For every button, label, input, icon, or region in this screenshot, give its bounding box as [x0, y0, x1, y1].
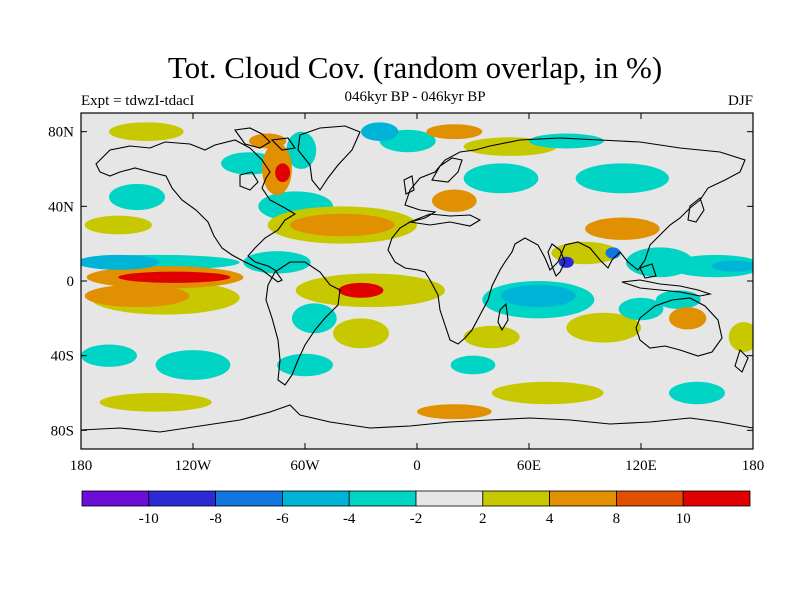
colorbar-swatch [348, 490, 417, 507]
colorbar-label: 4 [546, 511, 554, 527]
coastline-indonesia [621, 263, 713, 297]
anomaly-region [491, 381, 604, 405]
anomaly-region [711, 260, 753, 272]
anomaly-region [243, 251, 311, 274]
anomaly-region [566, 312, 642, 343]
anomaly-region [109, 122, 184, 141]
lon-tick-label: 60W [290, 458, 320, 474]
colorbar-label: -2 [410, 511, 423, 527]
anomaly-region [728, 322, 753, 352]
colorbar-swatch [148, 490, 217, 507]
anomaly-region [575, 163, 669, 194]
lon-tick-label: 0 [413, 458, 421, 474]
anomaly-region [275, 163, 291, 183]
colorbar: -10 -8 -6 -4 -2 2 4 8 10 [81, 490, 751, 527]
lon-tick-label: 180 [70, 458, 93, 474]
colorbar-label: -8 [209, 511, 222, 527]
anomaly-region [558, 256, 574, 268]
lon-tick-label: 180 [742, 458, 765, 474]
anomaly-region [155, 350, 231, 380]
coastline-mediterranean [407, 213, 482, 227]
lat-tick-label: 80S [51, 423, 74, 439]
lat-tick-label: 40N [48, 199, 74, 215]
colorbar-label: 8 [613, 511, 621, 527]
anomaly-region [81, 254, 160, 270]
anomaly-region [99, 393, 212, 412]
lat-tick-label: 80N [48, 125, 74, 141]
coastline-eurasia-africa [387, 137, 746, 345]
colorbar-swatch [415, 490, 484, 507]
map-axes: 80N 40N 0 40S 80S 180 120W 60W 0 60E 120E 180 [48, 113, 764, 474]
anomaly-region [417, 404, 492, 420]
anomaly-region [669, 254, 753, 278]
coastline-antarctica [81, 404, 753, 433]
coastline-hudson-bay [239, 171, 259, 191]
coastline-madagascar [497, 302, 509, 332]
anomaly-region [84, 215, 152, 235]
colorbar-swatch [281, 490, 350, 507]
anomaly-region [277, 353, 333, 377]
anomaly-region [291, 303, 337, 334]
coastline-uk [403, 175, 415, 195]
colorbar-swatch [682, 490, 751, 507]
coastline-greenland [297, 125, 361, 191]
anomaly-region [500, 284, 576, 308]
coastlines [81, 125, 753, 433]
anomaly-region [290, 213, 395, 237]
coastline-south-america [265, 261, 341, 386]
map-subtitle: 046kyr BP - 046kyr BP [344, 89, 486, 105]
map-title: Tot. Cloud Cov. (random overlap, in %) [167, 50, 663, 85]
anomaly-region [450, 355, 496, 375]
coastline-india [547, 243, 566, 277]
coastline-north-america [95, 139, 297, 283]
lat-tick-label: 0 [67, 274, 75, 290]
anomaly-region [286, 131, 317, 169]
anomaly-region [338, 282, 384, 298]
coastline-japan [687, 197, 705, 223]
colorbar-label: -6 [276, 511, 289, 527]
colorbar-swatch [81, 490, 150, 507]
colorbar-label: -4 [343, 511, 356, 527]
anomaly-region [361, 122, 399, 141]
colorbar-label: 2 [479, 511, 487, 527]
coastline-new-zealand [734, 348, 749, 373]
season-label: DJF [727, 93, 753, 109]
colorbar-swatch [215, 490, 283, 507]
anomaly-region [463, 163, 539, 194]
colorbar-swatch [482, 490, 550, 507]
anomaly-region [669, 307, 707, 330]
anomaly-region [84, 284, 190, 308]
coastline-australia [635, 297, 723, 357]
colorbar-label: -10 [139, 511, 159, 527]
lon-tick-label: 120E [625, 458, 657, 474]
anomaly-region [669, 381, 725, 405]
lon-tick-label: 120W [175, 458, 213, 474]
lon-tick-label: 60E [517, 458, 541, 474]
anomaly-region [118, 271, 231, 283]
experiment-label: Expt = tdwzI-tdacI [81, 93, 195, 109]
colorbar-label: 10 [676, 511, 691, 527]
anomaly-region [431, 189, 477, 212]
anomaly-region [529, 133, 604, 149]
anomaly-region [333, 318, 389, 349]
colorbar-swatch [549, 490, 617, 507]
anomaly-region [109, 183, 165, 211]
coastline-arctic-islands [234, 127, 296, 151]
anomaly-region [81, 344, 137, 367]
anomaly-region [585, 217, 660, 240]
colorbar-swatch [616, 490, 684, 507]
anomaly-region [426, 124, 483, 140]
anomaly-region [463, 325, 520, 349]
anomaly-region [618, 297, 664, 321]
coastline-scandinavia [431, 157, 463, 183]
lat-tick-label: 40S [51, 349, 74, 365]
anomaly-field [81, 122, 753, 420]
